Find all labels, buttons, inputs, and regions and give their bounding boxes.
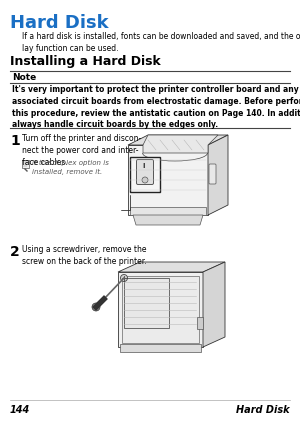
Text: Turn off the printer and discon-
nect the power cord and inter-
face cables.: Turn off the printer and discon- nect th… — [22, 134, 141, 167]
Circle shape — [92, 303, 100, 311]
Polygon shape — [128, 135, 228, 145]
Polygon shape — [128, 145, 208, 215]
FancyBboxPatch shape — [22, 160, 29, 168]
Polygon shape — [118, 272, 203, 347]
FancyBboxPatch shape — [197, 317, 203, 329]
Circle shape — [142, 177, 148, 183]
Polygon shape — [143, 135, 218, 153]
Text: Hard Disk: Hard Disk — [236, 405, 290, 415]
FancyBboxPatch shape — [209, 164, 216, 184]
Text: If a hard disk is installed, fonts can be downloaded and saved, and the over-
la: If a hard disk is installed, fonts can b… — [22, 32, 300, 53]
Text: 1: 1 — [10, 134, 20, 148]
FancyBboxPatch shape — [136, 159, 154, 184]
Circle shape — [121, 275, 128, 281]
Text: It's very important to protect the printer controller board and any
associated c: It's very important to protect the print… — [12, 85, 300, 129]
FancyBboxPatch shape — [124, 278, 169, 328]
Polygon shape — [130, 207, 206, 215]
Text: Installing a Hard Disk: Installing a Hard Disk — [10, 55, 161, 68]
Text: Hard Disk: Hard Disk — [10, 14, 109, 32]
Polygon shape — [203, 262, 225, 347]
Polygon shape — [208, 135, 228, 215]
FancyBboxPatch shape — [130, 157, 160, 192]
Polygon shape — [118, 262, 225, 272]
Polygon shape — [120, 344, 201, 352]
Text: Using a screwdriver, remove the
screw on the back of the printer.: Using a screwdriver, remove the screw on… — [22, 245, 147, 266]
FancyBboxPatch shape — [122, 276, 199, 343]
Text: Note: Note — [12, 73, 36, 82]
Text: I: I — [143, 163, 145, 169]
Text: If the duplex option is
installed, remove it.: If the duplex option is installed, remov… — [32, 160, 109, 175]
Polygon shape — [133, 215, 203, 225]
Text: 2: 2 — [10, 245, 20, 259]
Text: 144: 144 — [10, 405, 30, 415]
